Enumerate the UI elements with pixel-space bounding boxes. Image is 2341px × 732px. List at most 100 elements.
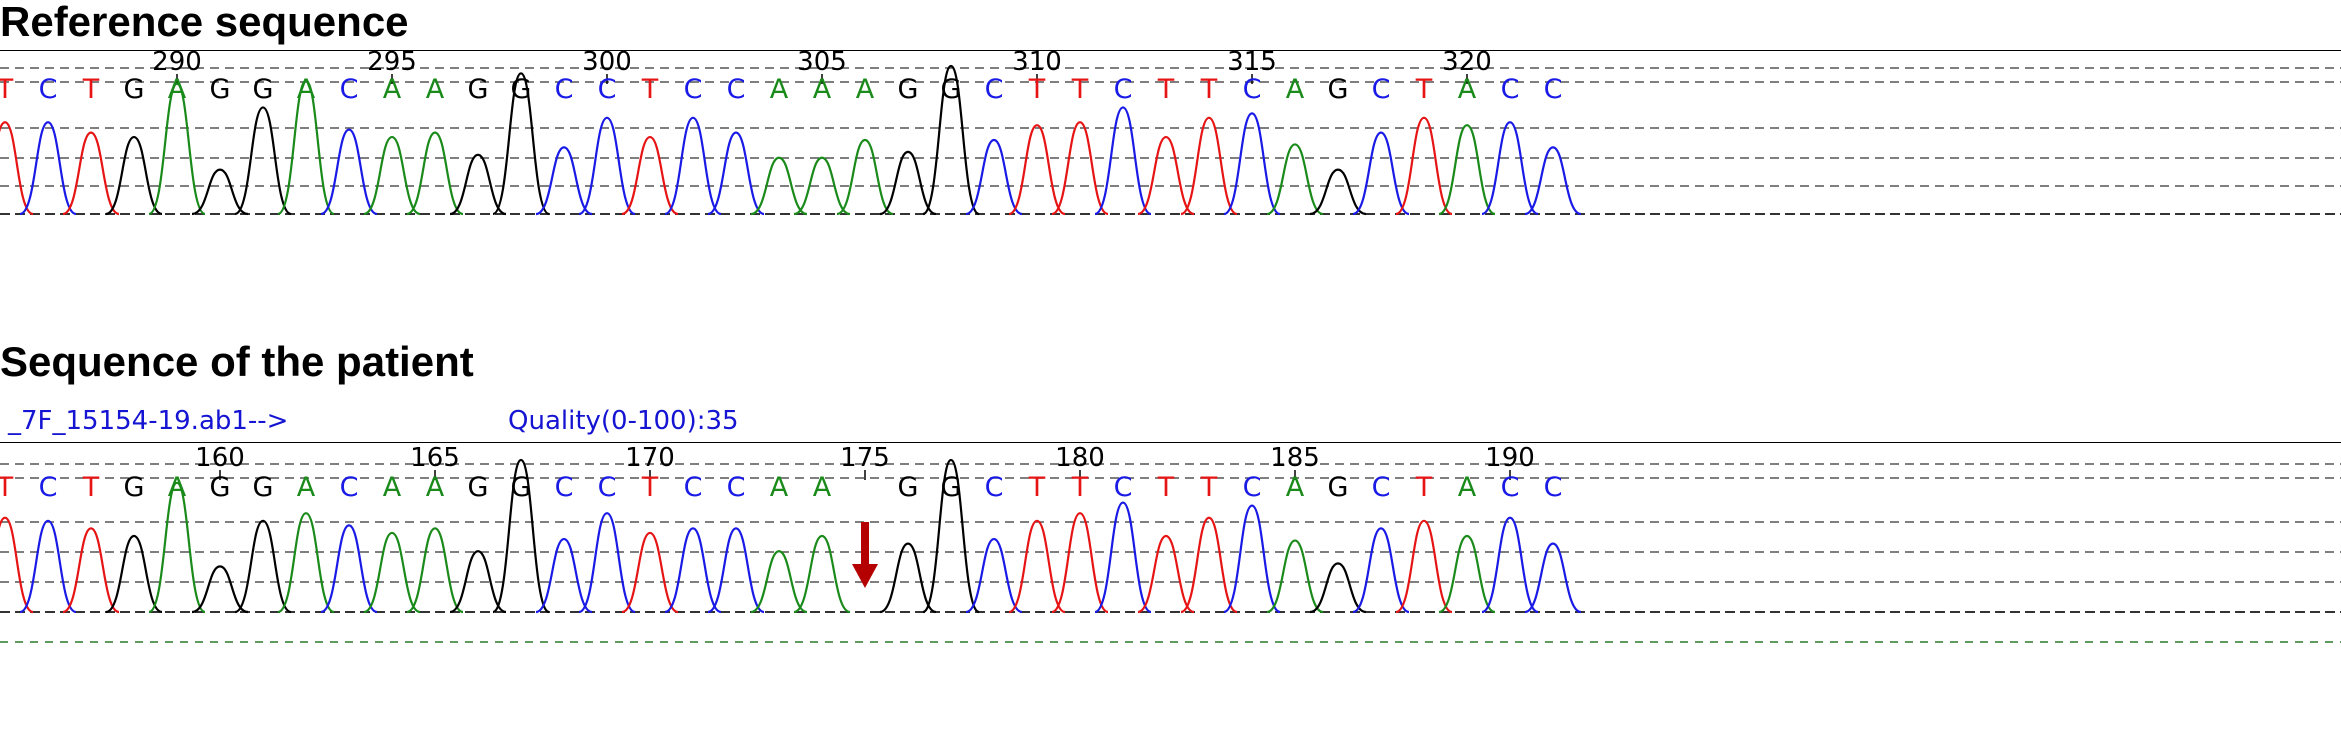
chromatogram-peak — [578, 512, 636, 614]
base-call: A — [770, 74, 789, 105]
base-call: C — [1114, 472, 1133, 503]
chromatogram-peak — [148, 82, 206, 216]
base-call: A — [1458, 472, 1477, 503]
position-label: 165 — [410, 443, 460, 473]
chromatogram-peak — [1137, 135, 1195, 216]
base-call: T — [0, 472, 14, 503]
chromatogram-peak — [879, 542, 937, 614]
quality-label: Quality(0-100):35 — [508, 406, 739, 436]
base-call: C — [727, 74, 746, 105]
base-call: C — [39, 74, 58, 105]
chromatogram-peak — [922, 458, 980, 614]
base-call: G — [1328, 74, 1349, 105]
chromatogram-peak — [191, 168, 249, 216]
chromatogram-peak — [1438, 124, 1496, 216]
chromatogram-peak — [1481, 516, 1539, 614]
base-call: T — [1200, 472, 1218, 503]
base-call: T — [1028, 74, 1046, 105]
base-call: G — [511, 472, 532, 503]
chromatogram-peak — [19, 121, 77, 216]
chromatogram-peak — [535, 537, 593, 614]
base-call: A — [856, 74, 875, 105]
chromatogram-peak — [1309, 562, 1367, 614]
chromatogram-peak — [1266, 143, 1324, 216]
base-call: C — [985, 74, 1004, 105]
chromatogram-peak — [879, 150, 937, 216]
base-call: C — [340, 472, 359, 503]
base-call: C — [555, 472, 574, 503]
chromatogram-peak — [750, 550, 808, 614]
base-call: A — [770, 472, 789, 503]
reference-title: Reference sequence — [0, 0, 409, 45]
chromatogram-peak — [277, 79, 335, 216]
chromatogram-peak — [535, 146, 593, 216]
base-call: C — [1544, 472, 1563, 503]
chromatogram-peak — [1094, 106, 1152, 216]
chromatogram-peak — [707, 131, 765, 216]
chromatogram-peak — [1352, 527, 1410, 614]
base-call: C — [1372, 74, 1391, 105]
chromatogram-peak — [0, 516, 34, 614]
base-call: C — [555, 74, 574, 105]
base-call: A — [383, 472, 402, 503]
position-label: 170 — [625, 443, 675, 473]
chromatogram-peak — [320, 128, 378, 216]
chromatogram-peak — [277, 512, 335, 614]
base-call: A — [426, 472, 445, 503]
chromatogram-peak — [148, 481, 206, 614]
chromatogram-peak — [406, 131, 464, 216]
chromatogram-peak — [1223, 112, 1281, 216]
chromatogram-peak — [578, 116, 636, 216]
base-call: C — [340, 74, 359, 105]
chromatogram-peak — [234, 519, 292, 614]
position-label: 315 — [1227, 50, 1277, 77]
chromatogram-peak — [1352, 131, 1410, 216]
base-call: A — [1458, 74, 1477, 105]
chromatogram-peak — [363, 531, 421, 614]
chromatogram-peak — [105, 534, 163, 614]
base-call: T — [1415, 74, 1433, 105]
chromatogram-peak — [707, 527, 765, 614]
chromatogram-peak — [0, 121, 34, 216]
chromatogram-peak — [449, 550, 507, 614]
base-call: C — [598, 74, 617, 105]
chromatogram-peak — [1137, 534, 1195, 614]
chromatogram-peak — [836, 138, 894, 216]
base-call: C — [985, 472, 1004, 503]
base-call: T — [1071, 472, 1089, 503]
chromatogram-peak — [1524, 146, 1582, 216]
position-label: 310 — [1012, 50, 1062, 77]
base-call: T — [1157, 74, 1175, 105]
chromatogram-peak — [1395, 116, 1453, 216]
position-label: 175 — [840, 443, 890, 473]
base-call: T — [1157, 472, 1175, 503]
chromatogram-peak — [965, 138, 1023, 216]
chromatogram-peak — [793, 156, 851, 216]
chromatogram-peak — [664, 116, 722, 216]
base-call: T — [1071, 74, 1089, 105]
chromatogram-peak — [1051, 512, 1109, 614]
base-call: C — [684, 472, 703, 503]
base-call: C — [598, 472, 617, 503]
chromatogram-peak — [1481, 121, 1539, 216]
position-label: 295 — [367, 50, 417, 77]
chromatogram-peak — [621, 135, 679, 216]
chromatogram-peak — [793, 534, 851, 614]
base-call: G — [468, 472, 489, 503]
base-call: C — [727, 472, 746, 503]
file-name-label: _7F_15154-19.ab1--> — [8, 406, 289, 436]
chromatogram-peak — [664, 527, 722, 614]
chromatogram-peak — [320, 524, 378, 614]
chromatogram-peak — [449, 153, 507, 216]
chromatogram-peak — [1094, 501, 1152, 614]
base-call: T — [1415, 472, 1433, 503]
deletion-arrow-head — [852, 564, 878, 588]
base-call: A — [426, 74, 445, 105]
base-call: C — [1372, 472, 1391, 503]
base-call: T — [641, 74, 659, 105]
base-call: G — [210, 74, 231, 105]
base-call: G — [210, 472, 231, 503]
base-call: C — [1501, 74, 1520, 105]
base-call: G — [898, 74, 919, 105]
base-call: A — [297, 74, 316, 105]
